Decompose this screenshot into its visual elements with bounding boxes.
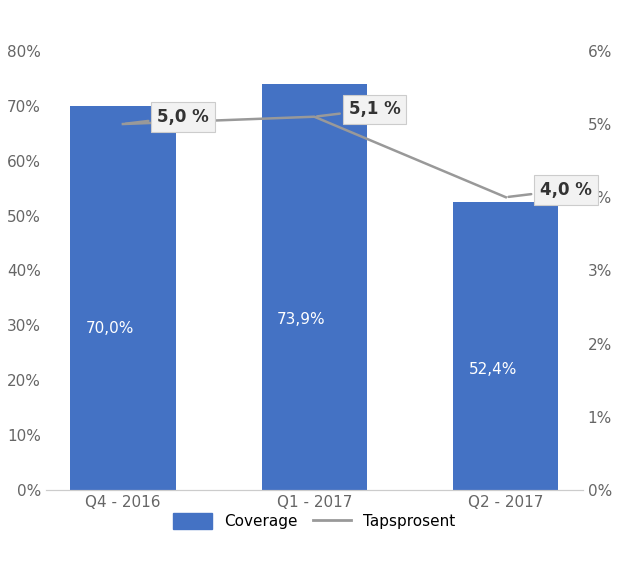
Text: 52,4%: 52,4% <box>469 362 517 376</box>
Bar <box>453 202 558 490</box>
Text: 5,1 %: 5,1 % <box>317 101 400 118</box>
Legend: Coverage, Tapsprosent: Coverage, Tapsprosent <box>167 507 461 535</box>
Bar <box>262 84 367 490</box>
Text: 73,9%: 73,9% <box>277 312 326 327</box>
Text: 5,0 %: 5,0 % <box>126 108 209 126</box>
Text: 70,0%: 70,0% <box>85 321 134 336</box>
Text: 4,0 %: 4,0 % <box>509 181 592 199</box>
Bar <box>70 106 176 490</box>
